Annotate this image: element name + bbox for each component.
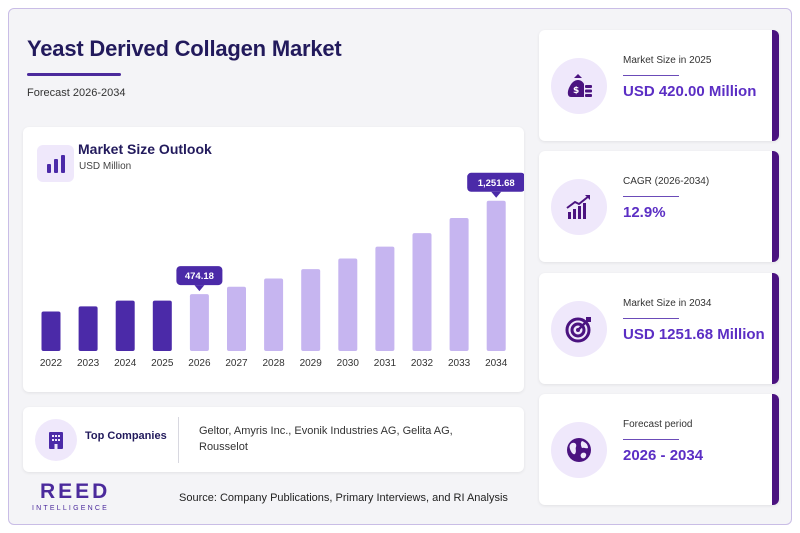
stat-rule (623, 439, 679, 440)
target-icon (551, 301, 607, 357)
value-callout-2034: 1,251.68 (467, 172, 524, 198)
bar-2027 (227, 286, 246, 351)
data-label: 1,251.68 (478, 178, 515, 189)
x-tick-label: 2022 (40, 358, 63, 369)
value-callout-2026: 474.18 (176, 266, 223, 292)
building-icon (35, 419, 77, 461)
money-bag-icon: $ (551, 58, 607, 114)
growth-chart-icon (551, 179, 607, 235)
x-tick-label: 2031 (374, 358, 397, 369)
stat-label: Market Size in 2034 (623, 298, 712, 309)
page-subtitle: Forecast 2026-2034 (27, 87, 126, 99)
x-tick-label: 2033 (448, 358, 471, 369)
source-note: Source: Company Publications, Primary In… (179, 492, 508, 504)
stat-card-market-size-2034: Market Size in 2034 USD 1251.68 Million (539, 273, 779, 384)
x-tick-label: 2025 (151, 358, 174, 369)
bar-2024 (115, 300, 135, 351)
x-tick-label: 2024 (114, 358, 137, 369)
stat-rule (623, 75, 679, 76)
chart-title: Market Size Outlook (78, 141, 212, 157)
top-companies-label: Top Companies (85, 430, 167, 442)
stat-label: CAGR (2026-2034) (623, 176, 710, 187)
bar-2028 (264, 278, 284, 351)
x-tick-label: 2023 (77, 358, 100, 369)
bar-chart: 2022 2023 2024 2025 2026 2027 2028 2029 2030 2031… (40, 172, 524, 369)
stat-card-forecast-period: Forecast period 2026 - 2034 (539, 394, 779, 505)
bar-2026 (189, 294, 209, 351)
x-tick-label: 2028 (262, 358, 285, 369)
bar-2022 (41, 311, 61, 351)
stat-rule (623, 318, 679, 319)
stat-value: 2026 - 2034 (623, 447, 704, 464)
title-underline (27, 73, 121, 76)
top-companies-card: Top Companies Geltor, Amyris Inc., Evoni… (23, 407, 524, 472)
top-companies-list: Geltor, Amyris Inc., Evonik Industries A… (199, 425, 453, 453)
bar-2031 (375, 246, 395, 351)
stat-card-market-size-2025: $ Market Size in 2025 USD 420.00 Million (539, 30, 779, 141)
globe-icon (551, 422, 607, 478)
bar-2034 (486, 200, 506, 351)
brand-logo-subtext: INTELLIGENCE (32, 505, 109, 512)
x-tick-label: 2029 (300, 358, 323, 369)
chart-unit: USD Million (79, 161, 132, 172)
x-tick-label: 2027 (225, 358, 248, 369)
stat-rule (623, 196, 679, 197)
bar-2030 (338, 258, 358, 351)
market-size-chart-card: Market Size Outlook USD Million 2022 2023… (23, 127, 524, 392)
svg-text:$: $ (573, 86, 579, 96)
bar-2025 (152, 300, 172, 351)
x-tick-label: 2026 (188, 358, 211, 369)
stat-value: USD 420.00 Million (623, 83, 757, 100)
stat-value: USD 1251.68 Million (623, 326, 765, 343)
bar-2023 (78, 306, 98, 351)
bar-chart-icon (37, 145, 74, 182)
bar-2032 (412, 233, 432, 351)
x-tick-label: 2034 (485, 358, 508, 369)
stat-card-cagr: CAGR (2026-2034) 12.9% (539, 151, 779, 262)
brand-logo: REED (40, 480, 111, 503)
divider (178, 417, 179, 463)
bar-2029 (301, 269, 321, 351)
page-title: Yeast Derived Collagen Market (27, 36, 342, 61)
x-tick-label: 2030 (337, 358, 360, 369)
data-label: 474.18 (185, 271, 214, 282)
stat-label: Market Size in 2025 (623, 55, 712, 66)
x-tick-label: 2032 (411, 358, 434, 369)
bar-2033 (449, 217, 469, 351)
stat-label: Forecast period (623, 419, 693, 430)
stat-value: 12.9% (623, 204, 666, 221)
